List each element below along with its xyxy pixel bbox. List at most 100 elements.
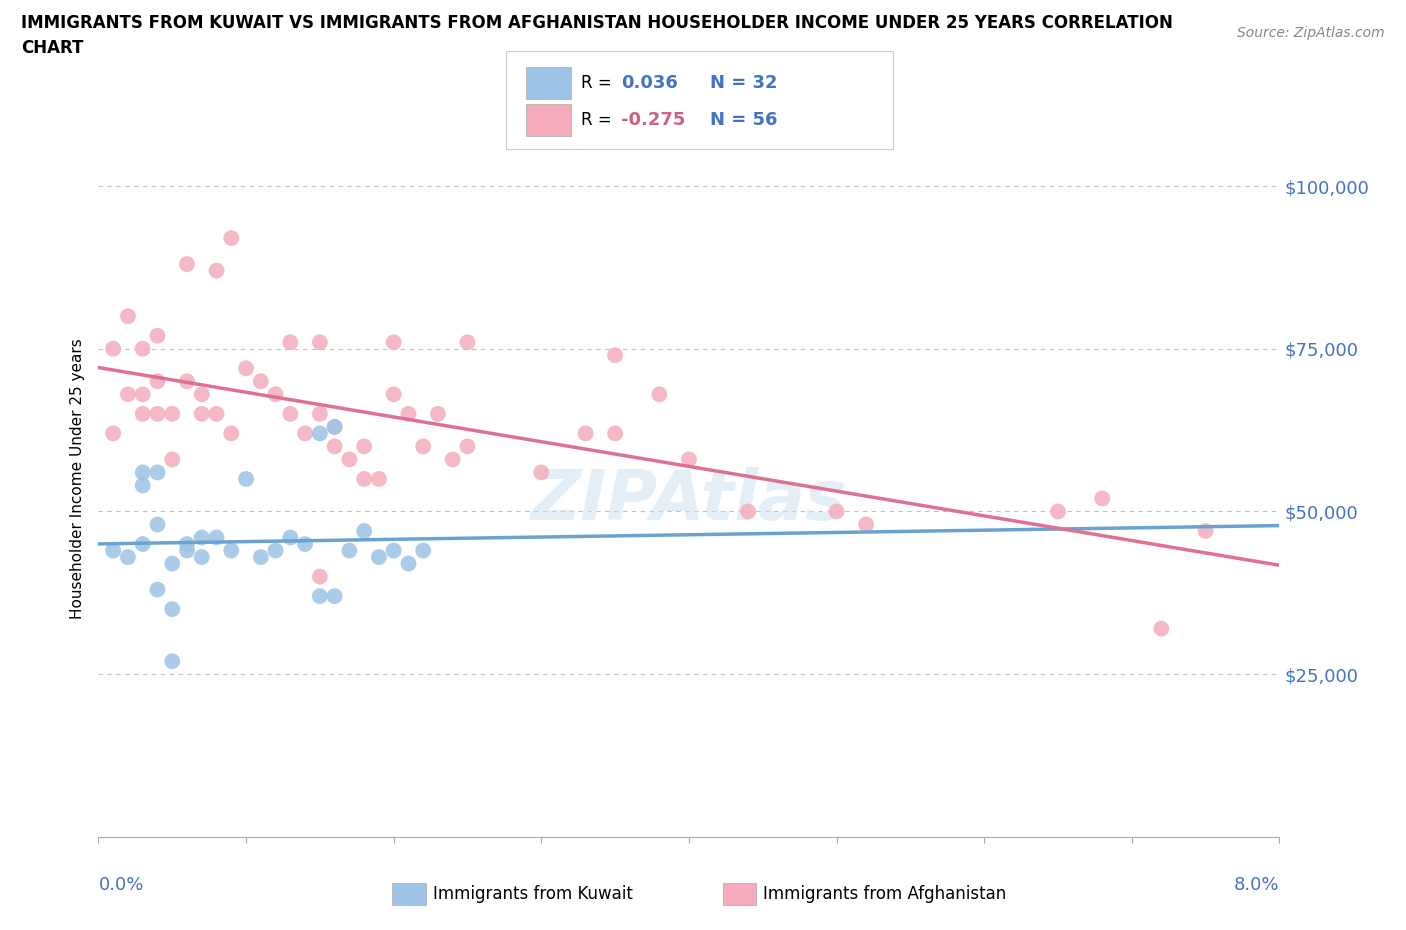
Point <box>132 465 155 480</box>
Point <box>117 387 139 402</box>
Text: IMMIGRANTS FROM KUWAIT VS IMMIGRANTS FROM AFGHANISTAN HOUSEHOLDER INCOME UNDER 2: IMMIGRANTS FROM KUWAIT VS IMMIGRANTS FRO… <box>21 14 1173 32</box>
Point <box>146 465 169 480</box>
Point <box>132 537 155 551</box>
Point <box>278 406 301 421</box>
Point <box>191 550 214 565</box>
Point <box>648 387 671 402</box>
Point <box>441 452 464 467</box>
Point <box>176 543 198 558</box>
Point <box>456 335 478 350</box>
Point <box>308 426 332 441</box>
Point <box>235 361 257 376</box>
Point <box>176 537 198 551</box>
Text: -0.275: -0.275 <box>621 111 686 129</box>
Point <box>1046 504 1069 519</box>
Point <box>146 328 169 343</box>
Point <box>1194 524 1216 538</box>
Point <box>323 419 346 434</box>
Point <box>678 452 700 467</box>
Text: N = 32: N = 32 <box>710 73 778 92</box>
Text: ZIPAtlas: ZIPAtlas <box>531 467 846 534</box>
Point <box>278 530 301 545</box>
Point <box>412 543 434 558</box>
Point <box>294 426 316 441</box>
Point <box>605 348 627 363</box>
Point <box>323 419 346 434</box>
Point <box>146 517 169 532</box>
Point <box>103 341 124 356</box>
Point <box>191 530 214 545</box>
Point <box>103 426 124 441</box>
Text: R =: R = <box>581 111 617 129</box>
Y-axis label: Householder Income Under 25 years: Householder Income Under 25 years <box>69 339 84 619</box>
Point <box>264 387 287 402</box>
Point <box>825 504 848 519</box>
Point <box>382 335 405 350</box>
Point <box>396 406 419 421</box>
Point <box>337 543 360 558</box>
Point <box>176 257 198 272</box>
Point <box>574 426 596 441</box>
Point <box>103 543 124 558</box>
Point <box>855 517 877 532</box>
Point <box>162 452 183 467</box>
Point <box>162 556 183 571</box>
Point <box>205 406 228 421</box>
Point <box>396 556 419 571</box>
Point <box>205 263 228 278</box>
Point <box>132 478 155 493</box>
Point <box>132 406 155 421</box>
Point <box>323 589 346 604</box>
Point <box>191 387 214 402</box>
Point <box>162 406 183 421</box>
Point <box>382 387 405 402</box>
Text: 0.036: 0.036 <box>621 73 678 92</box>
Point <box>132 341 155 356</box>
Point <box>146 582 169 597</box>
Point <box>605 426 627 441</box>
Text: Immigrants from Afghanistan: Immigrants from Afghanistan <box>763 884 1007 903</box>
Point <box>353 524 375 538</box>
Point <box>117 309 139 324</box>
Text: CHART: CHART <box>21 39 83 57</box>
Point <box>308 569 332 584</box>
Point <box>162 602 183 617</box>
Point <box>162 654 183 669</box>
Point <box>1150 621 1173 636</box>
Point <box>426 406 449 421</box>
Point <box>308 589 332 604</box>
Point <box>367 550 389 565</box>
Point <box>412 439 434 454</box>
Point <box>737 504 759 519</box>
Point <box>219 231 242 246</box>
Point <box>1091 491 1114 506</box>
Point <box>308 406 332 421</box>
Point <box>353 439 375 454</box>
Point <box>250 374 273 389</box>
Text: 0.0%: 0.0% <box>98 876 143 895</box>
Point <box>308 335 332 350</box>
Point <box>176 374 198 389</box>
Point <box>117 550 139 565</box>
Point <box>146 406 169 421</box>
Point <box>382 543 405 558</box>
Point <box>353 472 375 486</box>
Point <box>278 335 301 350</box>
Point <box>323 439 346 454</box>
Point <box>530 465 553 480</box>
Point <box>146 374 169 389</box>
Text: N = 56: N = 56 <box>710 111 778 129</box>
Point <box>294 537 316 551</box>
Point <box>219 543 242 558</box>
Text: R =: R = <box>581 73 617 92</box>
Text: Immigrants from Kuwait: Immigrants from Kuwait <box>433 884 633 903</box>
Point <box>235 472 257 486</box>
Point <box>132 387 155 402</box>
Text: 8.0%: 8.0% <box>1234 876 1279 895</box>
Point <box>205 530 228 545</box>
Point <box>456 439 478 454</box>
Text: Source: ZipAtlas.com: Source: ZipAtlas.com <box>1237 26 1385 40</box>
Point <box>367 472 389 486</box>
Point <box>191 406 214 421</box>
Point <box>250 550 273 565</box>
